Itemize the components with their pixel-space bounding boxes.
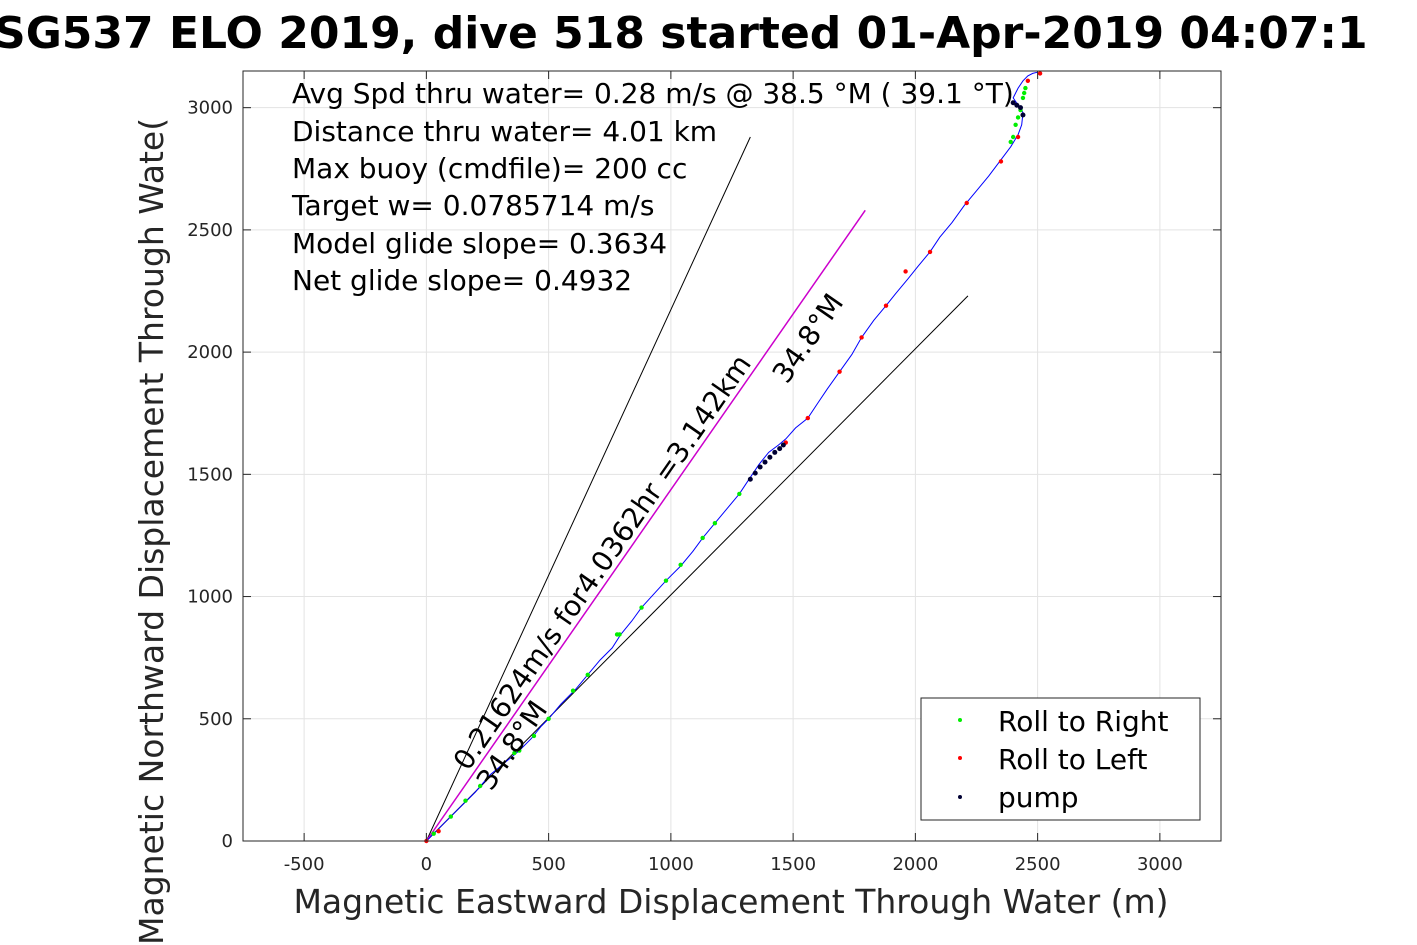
axes-box — [242, 70, 1222, 842]
roll-to-right-point — [448, 814, 454, 819]
pump-point — [780, 442, 786, 448]
legend-marker-roll-right — [958, 718, 962, 722]
x-tick-label: -500 — [284, 854, 325, 875]
pump-point — [1010, 100, 1016, 106]
annotation-block: Avg Spd thru water= 0.28 m/s @ 38.5 °M (… — [291, 77, 1014, 297]
roll-to-right-point — [1010, 134, 1016, 140]
roll-to-left-point — [1025, 78, 1031, 83]
roll-to-right-point — [512, 750, 517, 756]
roll-to-right-point — [700, 535, 705, 541]
pump-point — [747, 476, 753, 482]
annotation-model-glide-slope: Model glide slope= 0.3634 — [292, 227, 667, 260]
pump-point — [757, 464, 763, 470]
roll-to-left-point — [927, 249, 933, 255]
track-line — [426, 71, 1038, 842]
legend-label-roll-left: Roll to Left — [998, 743, 1147, 776]
x-tick-label: 2000 — [892, 854, 938, 875]
roll-to-left-point — [964, 200, 969, 206]
axis-ticks: -500 0 500 1000 1500 2000 2500 3000 0 500 1000 1500… — [187, 71, 1221, 875]
reference-lines — [425, 136, 969, 842]
roll-to-left-point — [805, 415, 810, 421]
heading-bound-left — [425, 136, 751, 842]
x-axis-label: Magnetic Eastward Displacement Through W… — [293, 882, 1168, 921]
legend-label-pump: pump — [998, 781, 1079, 814]
heading-bound-right — [426, 295, 969, 842]
current-vector — [425, 209, 866, 842]
x-tick-label: 1500 — [770, 854, 816, 875]
roll-to-right-point — [531, 733, 537, 739]
y-tick-label: 2500 — [187, 220, 233, 241]
pump-point — [772, 449, 778, 455]
annotation-max-buoy: Max buoy (cmdfile)= 200 cc — [292, 152, 687, 185]
y-tick-label: 1000 — [187, 587, 233, 608]
roll-to-left-point — [998, 159, 1004, 164]
pump-point — [762, 459, 768, 465]
roll-to-right-point — [477, 783, 483, 789]
roll-to-right-point — [617, 632, 622, 637]
x-tick-label: 0 — [421, 854, 432, 875]
roll-to-left-point — [903, 269, 908, 274]
roll-to-right-point — [1021, 90, 1027, 96]
y-axis-label: Magnetic Northward Displacement Through … — [132, 118, 171, 945]
roll-to-right-point — [517, 748, 522, 753]
roll-to-left-point — [883, 303, 889, 308]
roll-to-right-point — [570, 688, 576, 693]
roll-to-right-point — [663, 578, 669, 583]
pump-point — [1018, 105, 1024, 111]
x-tick-label: 3000 — [1137, 854, 1183, 875]
y-tick-label: 2000 — [187, 342, 233, 363]
roll-to-left-point — [1037, 71, 1043, 76]
roll-to-left-point — [1015, 134, 1021, 140]
roll-to-right-point — [585, 672, 590, 677]
pump-point — [1014, 102, 1020, 108]
legend-label-roll-right: Roll to Right — [998, 705, 1169, 738]
legend-marker-pump — [958, 795, 962, 799]
roll-markers — [424, 71, 1043, 844]
annotation-target-w: Target w= 0.0785714 m/s — [291, 189, 654, 222]
roll-to-left-point — [837, 369, 842, 374]
legend-box — [920, 697, 1201, 821]
chart-title: SG537 ELO 2019, dive 518 started 01-Apr-… — [0, 8, 1368, 59]
y-tick-label: 0 — [222, 831, 233, 852]
track-path — [426, 71, 1038, 842]
roll-to-right-point — [737, 491, 742, 497]
pump-point — [777, 446, 783, 452]
roll-to-right-point — [639, 605, 644, 610]
roll-to-right-point — [1013, 122, 1018, 127]
roll-to-right-point — [546, 716, 551, 721]
legend-marker-roll-left — [958, 756, 962, 760]
roll-to-left-point — [436, 829, 441, 834]
y-tick-label: 1500 — [187, 464, 233, 485]
roll-to-right-point — [1008, 139, 1013, 145]
roll-to-right-point — [463, 798, 468, 803]
x-tick-label: 1000 — [648, 854, 694, 875]
annotation-distance: Distance thru water= 4.01 km — [292, 115, 717, 148]
roll-to-right-point — [431, 831, 436, 836]
roll-to-right-point — [1015, 115, 1021, 120]
pump-point — [1020, 112, 1026, 118]
roll-to-right-point — [1023, 85, 1028, 91]
legend: Roll to Right Roll to Left pump — [920, 697, 1201, 821]
annotation-avg-speed: Avg Spd thru water= 0.28 m/s @ 38.5 °M (… — [292, 77, 1014, 110]
roll-to-left-point — [859, 335, 864, 340]
annotation-net-glide-slope: Net glide slope= 0.4932 — [292, 264, 632, 297]
roll-to-right-point — [712, 521, 718, 526]
pump-point — [752, 470, 758, 476]
roll-to-right-point — [1020, 95, 1026, 101]
x-tick-label: 2500 — [1015, 854, 1061, 875]
roll-to-right-point — [678, 562, 683, 567]
y-tick-label: 3000 — [187, 98, 233, 119]
y-tick-label: 500 — [199, 709, 233, 730]
x-tick-label: 500 — [531, 854, 565, 875]
pump-point — [767, 454, 773, 460]
